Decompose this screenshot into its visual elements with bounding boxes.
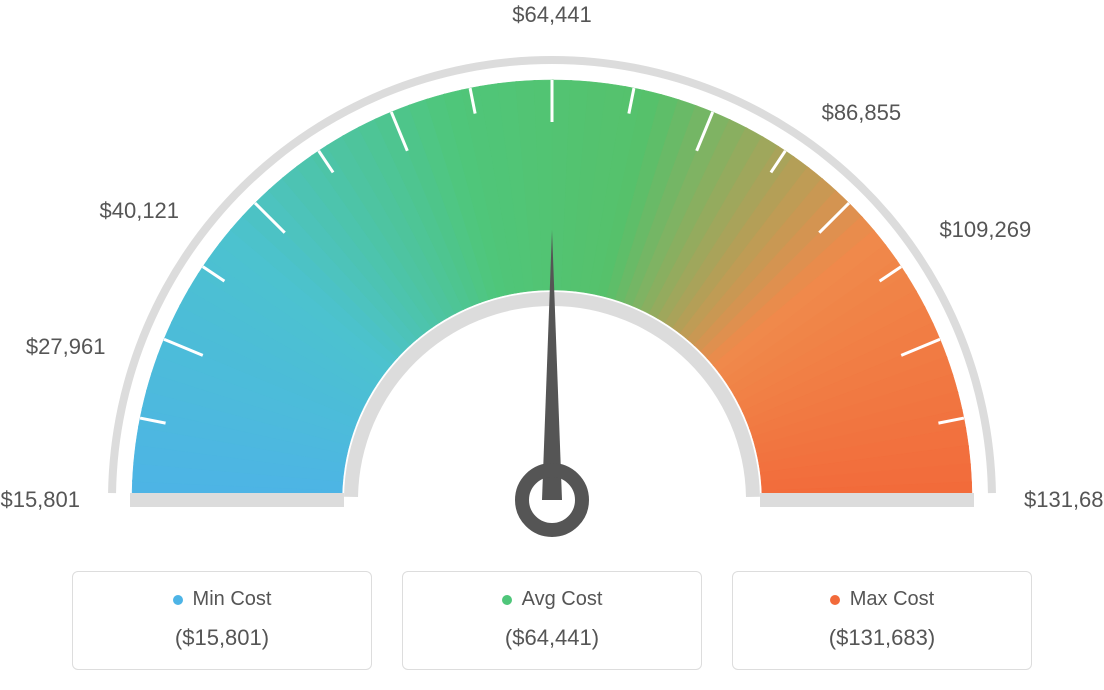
legend-value-min: ($15,801) [73,625,371,651]
gauge-tick-label: $86,855 [822,100,902,126]
legend-value-avg: ($64,441) [403,625,701,651]
legend-label-max: Max Cost [850,588,934,611]
legend-row: Min Cost ($15,801) Avg Cost ($64,441) Ma… [0,571,1104,670]
legend-dot-avg [502,595,512,605]
legend-dot-min [173,595,183,605]
gauge-tick-label: $40,121 [100,198,180,224]
legend-label-min: Min Cost [193,588,272,611]
gauge-tick-label: $15,801 [0,487,80,513]
legend-card-min: Min Cost ($15,801) [72,571,372,670]
legend-card-max: Max Cost ($131,683) [732,571,1032,670]
gauge-svg [0,0,1104,560]
legend-card-avg: Avg Cost ($64,441) [402,571,702,670]
gauge-tick-label: $131,683 [1024,487,1104,513]
gauge-tick-label: $27,961 [26,334,106,360]
gauge-tick-label: $109,269 [939,217,1031,243]
legend-title-max: Max Cost [830,588,934,611]
legend-label-avg: Avg Cost [522,588,603,611]
legend-title-min: Min Cost [173,588,272,611]
legend-title-avg: Avg Cost [502,588,603,611]
legend-value-max: ($131,683) [733,625,1031,651]
gauge-area: $15,801 $27,961 $40,121 $64,441 $86,855 $109,… [0,0,1104,560]
chart-container: $15,801 $27,961 $40,121 $64,441 $86,855 $109,… [0,0,1104,690]
gauge-tick-label: $64,441 [512,2,592,28]
legend-dot-max [830,595,840,605]
